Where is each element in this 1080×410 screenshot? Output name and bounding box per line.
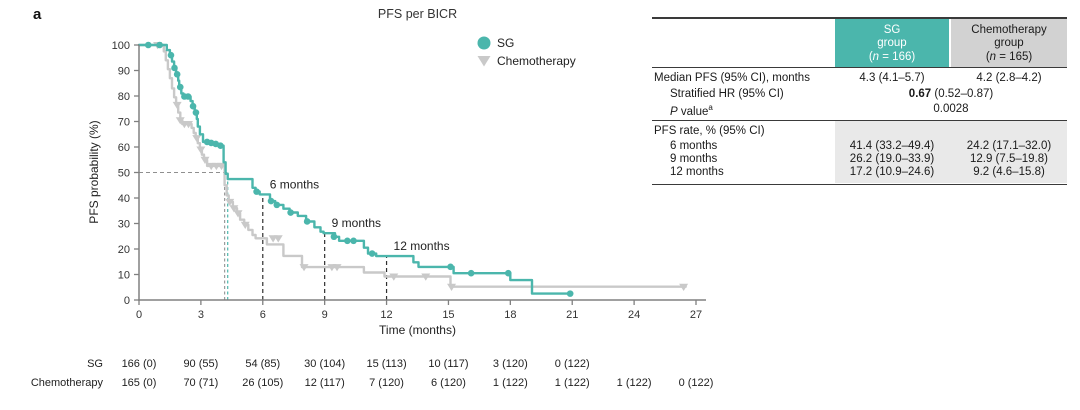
legend-chemo-marker-icon bbox=[477, 56, 491, 67]
chemo-header-line1: Chemotherapy bbox=[971, 23, 1047, 36]
risk-count: 0 (122) bbox=[678, 377, 714, 389]
risk-count: 166 (0) bbox=[121, 358, 157, 370]
rate-12mo-sg: 17.2 (10.9–24.6) bbox=[849, 166, 935, 178]
sg-header-n: (n = 166) bbox=[868, 50, 916, 63]
chemo-group-header-cell: Chemotherapy group (n = 165) bbox=[951, 18, 1067, 68]
svg-text:24: 24 bbox=[628, 309, 640, 321]
mid-rule bbox=[652, 119, 1067, 121]
risk-count: 0 (122) bbox=[554, 358, 590, 370]
rate-6mo-sg: 41.4 (33.2–49.4) bbox=[849, 140, 935, 152]
header-bottom-rule bbox=[652, 67, 1067, 69]
rate-12mo-chemo: 9.2 (4.6–15.8) bbox=[973, 166, 1045, 178]
risk-count: 165 (0) bbox=[121, 377, 157, 389]
milestone-label: 9 months bbox=[332, 216, 381, 230]
rate-section-shading bbox=[835, 120, 1067, 184]
median-pfs-label: Median PFS (95% CI), months bbox=[654, 72, 810, 84]
rate-6mo-chemo: 24.2 (17.1–32.0) bbox=[966, 140, 1052, 152]
risk-row-label: Chemotherapy bbox=[30, 377, 103, 389]
rate-6mo-label: 6 months bbox=[670, 140, 718, 152]
sg-group-header-cell: SG group (n = 166) bbox=[835, 18, 949, 68]
median-pfs-sg-value: 4.3 (4.1–5.7) bbox=[859, 72, 925, 84]
chemotherapy-censor-marks bbox=[153, 42, 689, 291]
svg-text:40: 40 bbox=[118, 193, 130, 205]
risk-count: 26 (105) bbox=[242, 377, 284, 389]
svg-text:30: 30 bbox=[118, 219, 130, 231]
rate-12mo-label: 12 months bbox=[670, 166, 724, 178]
panel-label: a bbox=[33, 6, 42, 23]
axes: 0 10 20 30 40 50 60 70 80 90 100 0 3 6 9 12 15 18 21 24 27 bbox=[112, 40, 706, 321]
table-bottom-rule bbox=[652, 183, 1067, 185]
legend-sg-label: SG bbox=[497, 36, 514, 50]
rate-9mo-label: 9 months bbox=[670, 153, 718, 165]
risk-count: 1 (122) bbox=[554, 377, 590, 389]
svg-text:27: 27 bbox=[690, 309, 702, 321]
hazard-ratio-value: 0.67 (0.52–0.87) bbox=[908, 87, 994, 100]
sg-censor-marks bbox=[144, 41, 574, 297]
rate-9mo-chemo: 12.9 (7.5–19.8) bbox=[969, 153, 1048, 165]
svg-text:20: 20 bbox=[118, 244, 130, 256]
svg-text:3: 3 bbox=[198, 309, 204, 321]
km-plot: 0 10 20 30 40 50 60 70 80 90 100 0 3 6 9 12 15 18 21 24 27 PF… bbox=[87, 7, 706, 337]
risk-count: 54 (85) bbox=[245, 358, 281, 370]
table-top-rule bbox=[652, 17, 1067, 19]
risk-count: 12 (117) bbox=[304, 377, 345, 389]
svg-text:100: 100 bbox=[112, 40, 130, 52]
risk-count: 30 (104) bbox=[304, 358, 346, 370]
rate-9mo-sg: 26.2 (19.0–33.9) bbox=[849, 153, 935, 165]
risk-count: 3 (120) bbox=[492, 358, 528, 370]
p-value: 0.0028 bbox=[933, 103, 969, 115]
chemo-header-line2: group bbox=[994, 37, 1024, 49]
svg-text:10: 10 bbox=[118, 270, 130, 282]
legend-chemo-label: Chemotherapy bbox=[497, 54, 576, 68]
svg-text:15: 15 bbox=[442, 309, 454, 321]
svg-text:80: 80 bbox=[118, 91, 130, 103]
svg-text:9: 9 bbox=[322, 309, 328, 321]
milestone-label: 6 months bbox=[270, 177, 319, 191]
sg-curve bbox=[137, 43, 574, 295]
svg-text:70: 70 bbox=[118, 117, 130, 129]
svg-text:0: 0 bbox=[124, 295, 130, 307]
risk-count: 70 (71) bbox=[183, 377, 219, 389]
x-axis-label: Time (months) bbox=[379, 323, 456, 337]
hazard-ratio-label: Stratified HR (95% CI) bbox=[670, 87, 784, 100]
risk-row-label: SG bbox=[87, 358, 103, 370]
risk-count: 90 (55) bbox=[183, 358, 219, 370]
svg-text:0: 0 bbox=[136, 309, 142, 321]
median-pfs-chemo-value: 4.2 (2.8–4.2) bbox=[976, 72, 1042, 84]
stats-table: SG group (n = 166) Chemotherapy group (n… bbox=[652, 17, 1067, 189]
p-value-label: P valuea bbox=[670, 103, 713, 118]
risk-count: 15 (113) bbox=[366, 358, 407, 370]
chart-title: PFS per BICR bbox=[378, 7, 457, 21]
svg-text:12: 12 bbox=[380, 309, 392, 321]
milestone-label: 12 months bbox=[394, 239, 450, 253]
svg-text:90: 90 bbox=[118, 66, 130, 78]
svg-text:18: 18 bbox=[504, 309, 516, 321]
risk-count: 6 (120) bbox=[431, 377, 466, 389]
legend-sg-marker-icon bbox=[477, 36, 491, 50]
svg-text:60: 60 bbox=[118, 142, 130, 154]
risk-count: 10 (117) bbox=[428, 358, 469, 370]
sg-header-line2: group bbox=[877, 37, 907, 49]
median-dashed-lines bbox=[139, 171, 229, 300]
sg-header-line1: SG bbox=[883, 23, 901, 36]
svg-text:50: 50 bbox=[118, 168, 130, 180]
risk-count: 1 (122) bbox=[492, 377, 528, 389]
risk-count: 7 (120) bbox=[369, 377, 404, 389]
chemo-header-n: (n = 165) bbox=[985, 50, 1033, 63]
svg-text:6: 6 bbox=[260, 309, 266, 321]
pfs-rate-header: PFS rate, % (95% CI) bbox=[654, 125, 765, 137]
legend: SG Chemotherapy bbox=[477, 36, 576, 68]
milestone-dashed-lines bbox=[262, 194, 388, 300]
risk-count: 1 (122) bbox=[616, 377, 652, 389]
svg-text:21: 21 bbox=[566, 309, 578, 321]
y-axis-label: PFS probability (%) bbox=[87, 120, 101, 223]
